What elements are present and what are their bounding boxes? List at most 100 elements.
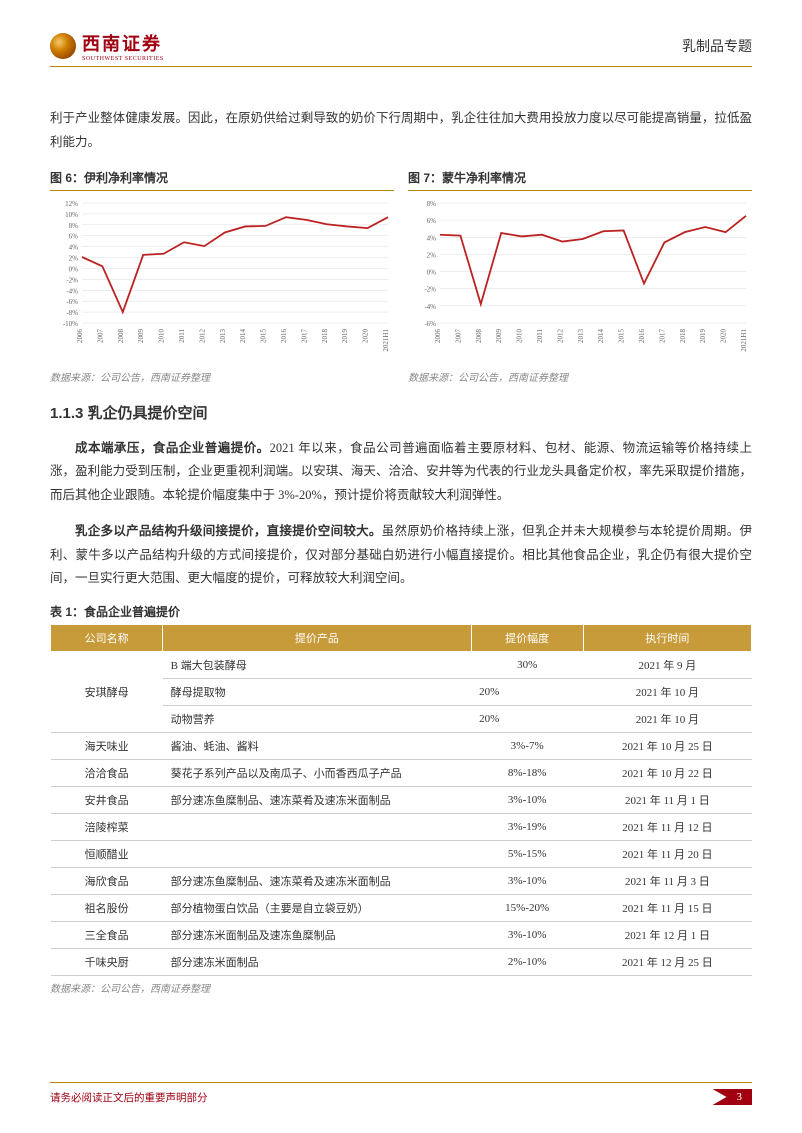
cell-date: 2021 年 10 月 — [583, 679, 751, 706]
report-topic: 乳制品专题 — [682, 36, 752, 56]
svg-text:2008: 2008 — [475, 328, 483, 343]
svg-text:2015: 2015 — [618, 328, 626, 343]
svg-text:-4%: -4% — [66, 287, 78, 295]
cell-range: 30% — [471, 652, 583, 679]
brand-logo: 西南证券 SOUTHWEST SECURITIES — [50, 30, 164, 62]
cell-date: 2021 年 11 月 1 日 — [583, 787, 751, 814]
cell-range: 2%-10% — [471, 949, 583, 976]
svg-text:10%: 10% — [65, 210, 78, 218]
cell-company: 安琪酵母 — [51, 652, 163, 733]
table-row: 安琪酵母B 端大包装酵母30%2021 年 9 月 — [51, 652, 752, 679]
svg-text:2008: 2008 — [117, 328, 125, 343]
cell-product: 部分速冻鱼糜制品、速冻菜肴及速冻米面制品 — [163, 868, 471, 895]
paragraph-1-lead: 成本端承压，食品企业普遍提价。 — [75, 441, 270, 455]
cell-date: 2021 年 11 月 12 日 — [583, 814, 751, 841]
svg-text:2007: 2007 — [454, 328, 462, 343]
cell-company: 涪陵榨菜 — [51, 814, 163, 841]
svg-text:-10%: -10% — [63, 320, 78, 328]
cell-company: 祖名股份 — [51, 895, 163, 922]
chart-6-title: 图 6：伊利净利率情况 — [50, 169, 394, 191]
cell-range: 8%-18% — [471, 760, 583, 787]
svg-text:-8%: -8% — [66, 309, 78, 317]
th-range: 提价幅度 — [471, 625, 583, 652]
footer-disclaimer: 请务必阅读正文后的重要声明部分 — [50, 1090, 208, 1105]
cell-range: 3%-10% — [471, 787, 583, 814]
table-row: 恒顺醋业5%-15%2021 年 11 月 20 日 — [51, 841, 752, 868]
svg-text:2021H1: 2021H1 — [382, 328, 390, 351]
cell-range: 3%-19% — [471, 814, 583, 841]
svg-text:6%: 6% — [69, 232, 79, 240]
cell-company: 恒顺醋业 — [51, 841, 163, 868]
svg-text:2013: 2013 — [219, 328, 227, 343]
svg-text:2014: 2014 — [597, 328, 605, 343]
svg-text:-6%: -6% — [424, 320, 436, 328]
svg-text:-6%: -6% — [66, 298, 78, 306]
svg-text:2020: 2020 — [720, 328, 728, 343]
table-header-row: 公司名称 提价产品 提价幅度 执行时间 — [51, 625, 752, 652]
table-row: 涪陵榨菜 3%-19%2021 年 11 月 12 日 — [51, 814, 752, 841]
paragraph-1: 成本端承压，食品企业普遍提价。2021 年以来，食品公司普遍面临着主要原材料、包… — [50, 437, 752, 508]
cell-company: 千味央厨 — [51, 949, 163, 976]
cell-product — [163, 841, 471, 868]
price-increase-table: 公司名称 提价产品 提价幅度 执行时间 安琪酵母B 端大包装酵母30%2021 … — [50, 624, 752, 976]
cell-product: 酱油、蚝油、酱料 — [163, 733, 471, 760]
svg-text:2009: 2009 — [495, 328, 503, 343]
cell-product: B 端大包装酵母 — [163, 652, 471, 679]
cell-range: 20% — [471, 679, 583, 706]
intro-paragraph: 利于产业整体健康发展。因此，在原奶供给过剩导致的奶价下行周期中，乳企往往加大费用… — [50, 107, 752, 155]
cell-date: 2021 年 9 月 — [583, 652, 751, 679]
cell-product: 动物营养 — [163, 706, 471, 733]
svg-text:2015: 2015 — [260, 328, 268, 343]
svg-text:2011: 2011 — [536, 328, 544, 342]
svg-text:2012: 2012 — [556, 328, 564, 343]
chart-6-canvas: -10%-8%-6%-4%-2%0%2%4%6%8%10%12%20062007… — [50, 197, 394, 367]
cell-date: 2021 年 11 月 20 日 — [583, 841, 751, 868]
cell-product: 部分速冻米面制品及速冻鱼糜制品 — [163, 922, 471, 949]
th-product: 提价产品 — [163, 625, 471, 652]
svg-text:2016: 2016 — [638, 328, 646, 343]
svg-text:2019: 2019 — [699, 328, 707, 343]
svg-text:2006: 2006 — [76, 328, 84, 343]
svg-text:2016: 2016 — [280, 328, 288, 343]
cell-date: 2021 年 10 月 22 日 — [583, 760, 751, 787]
cell-date: 2021 年 10 月 — [583, 706, 751, 733]
svg-text:8%: 8% — [69, 221, 79, 229]
cell-company: 洽洽食品 — [51, 760, 163, 787]
table-row: 祖名股份部分植物蛋白饮品（主要是自立袋豆奶）15%-20%2021 年 11 月… — [51, 895, 752, 922]
svg-text:2018: 2018 — [679, 328, 687, 343]
svg-text:2017: 2017 — [658, 328, 666, 343]
table-source: 数据来源：公司公告，西南证券整理 — [50, 980, 752, 995]
chart-7: 图 7：蒙牛净利率情况 -6%-4%-2%0%2%4%6%8%200620072… — [408, 169, 752, 384]
svg-text:2020: 2020 — [362, 328, 370, 343]
cell-range: 15%-20% — [471, 895, 583, 922]
brand-name-en: SOUTHWEST SECURITIES — [82, 56, 164, 62]
svg-text:2013: 2013 — [577, 328, 585, 343]
svg-text:2019: 2019 — [341, 328, 349, 343]
cell-date: 2021 年 11 月 15 日 — [583, 895, 751, 922]
svg-text:2009: 2009 — [137, 328, 145, 343]
svg-text:-4%: -4% — [424, 302, 436, 310]
cell-product — [163, 814, 471, 841]
cell-date: 2021 年 12 月 25 日 — [583, 949, 751, 976]
paragraph-2-lead: 乳企多以产品结构升级间接提价，直接提价空间较大。 — [75, 524, 382, 538]
cell-company: 三全食品 — [51, 922, 163, 949]
table-row: 安井食品部分速冻鱼糜制品、速冻菜肴及速冻米面制品3%-10%2021 年 11 … — [51, 787, 752, 814]
svg-text:4%: 4% — [427, 234, 437, 242]
svg-text:2018: 2018 — [321, 328, 329, 343]
table-row: 海欣食品部分速冻鱼糜制品、速冻菜肴及速冻米面制品3%-10%2021 年 11 … — [51, 868, 752, 895]
svg-text:2007: 2007 — [96, 328, 104, 343]
svg-text:6%: 6% — [427, 217, 437, 225]
table-row: 洽洽食品葵花子系列产品以及南瓜子、小而香西瓜子产品8%-18%2021 年 10… — [51, 760, 752, 787]
svg-text:2012: 2012 — [198, 328, 206, 343]
chart-7-title: 图 7：蒙牛净利率情况 — [408, 169, 752, 191]
cell-range: 20% — [471, 706, 583, 733]
th-date: 执行时间 — [583, 625, 751, 652]
svg-text:2014: 2014 — [239, 328, 247, 343]
svg-text:0%: 0% — [69, 265, 79, 273]
table-row: 海天味业酱油、蚝油、酱料3%-7%2021 年 10 月 25 日 — [51, 733, 752, 760]
svg-text:2%: 2% — [427, 251, 437, 259]
cell-date: 2021 年 11 月 3 日 — [583, 868, 751, 895]
cell-product: 部分速冻鱼糜制品、速冻菜肴及速冻米面制品 — [163, 787, 471, 814]
cell-range: 3%-10% — [471, 868, 583, 895]
cell-range: 3%-10% — [471, 922, 583, 949]
